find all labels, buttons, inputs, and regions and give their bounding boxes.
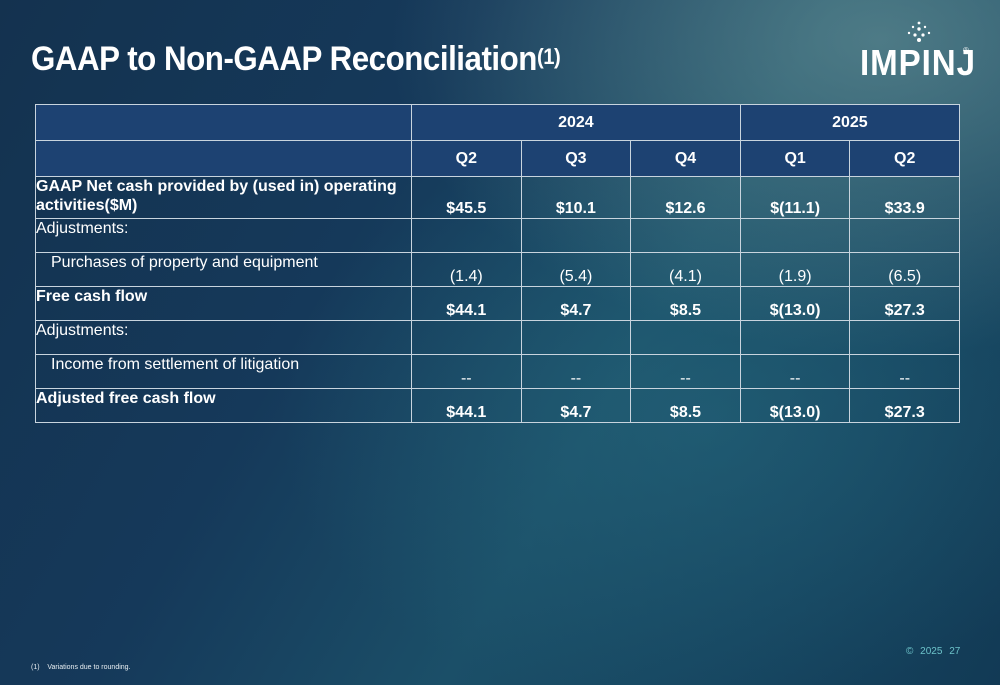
quarter-header: Q3: [520, 140, 632, 177]
row-value: [849, 218, 960, 253]
row-value: [630, 320, 741, 355]
row-label: Adjustments:: [35, 218, 412, 253]
header-empty-cell: [35, 104, 412, 141]
table-row: Adjusted free cash flow $44.1 $4.7 $8.5 …: [35, 388, 960, 423]
row-value: [411, 218, 522, 253]
page-number: 27: [949, 646, 961, 657]
row-value: [739, 218, 851, 253]
table-row: GAAP Net cash provided by (used in) oper…: [35, 176, 960, 219]
page-footer: © 2025 27: [906, 646, 964, 657]
row-value: $4.7: [520, 286, 632, 321]
row-value: $4.7: [520, 388, 632, 423]
row-value: (1.9): [739, 252, 851, 287]
row-value: [630, 218, 741, 253]
row-value: [739, 320, 851, 355]
row-label: Purchases of property and equipment: [35, 252, 412, 287]
row-value: $12.6: [630, 176, 741, 219]
row-label: Adjusted free cash flow: [35, 388, 412, 423]
row-value: --: [411, 354, 522, 389]
row-value: $(13.0): [739, 388, 851, 423]
row-value: --: [739, 354, 851, 389]
header-empty-cell: [35, 140, 412, 177]
row-value: $27.3: [849, 286, 960, 321]
year-header-row: 2024 2025: [35, 104, 961, 141]
row-value: $8.5: [630, 286, 741, 321]
slide-title-text: GAAP to Non-GAAP Reconciliation: [31, 40, 537, 78]
row-label: GAAP Net cash provided by (used in) oper…: [35, 176, 412, 219]
year-header-2025: 2025: [739, 104, 961, 141]
row-value: $44.1: [411, 388, 522, 423]
title-footnote-marker: (1): [536, 44, 561, 69]
table-row: Free cash flow $44.1 $4.7 $8.5 $(13.0) $…: [35, 286, 960, 321]
row-value: [411, 320, 522, 355]
row-value: $8.5: [630, 388, 741, 423]
quarter-header-row: Q2 Q3 Q4 Q1 Q2: [35, 140, 960, 177]
row-value: (6.5): [849, 252, 960, 287]
row-label: Income from settlement of litigation: [35, 354, 412, 389]
footnote: (1) Variations due to rounding.: [31, 664, 131, 671]
row-value: [520, 218, 632, 253]
impinj-dots-icon: [907, 21, 931, 42]
logo-wordmark: IMPINJ: [860, 42, 976, 83]
impinj-logo: IMPINJ ®: [860, 20, 975, 83]
quarter-header: Q2: [849, 140, 960, 177]
quarter-header: Q1: [739, 140, 851, 177]
quarter-header: Q4: [630, 140, 741, 177]
copyright-symbol: ©: [906, 646, 914, 657]
row-value: [849, 320, 960, 355]
copyright-year: 2025: [920, 646, 943, 657]
row-label: Free cash flow: [35, 286, 412, 321]
table-row: Income from settlement of litigation -- …: [35, 354, 960, 389]
row-value: --: [849, 354, 960, 389]
row-value: $44.1: [411, 286, 522, 321]
table-row: Purchases of property and equipment (1.4…: [35, 252, 960, 287]
row-value: (5.4): [520, 252, 632, 287]
row-value: $45.5: [411, 176, 522, 219]
table-row: Adjustments:: [35, 218, 960, 253]
row-value: --: [630, 354, 741, 389]
row-value: (4.1): [630, 252, 741, 287]
row-value: $(13.0): [739, 286, 851, 321]
row-value: --: [520, 354, 632, 389]
row-value: $27.3: [849, 388, 960, 423]
year-header-2024: 2024: [411, 104, 741, 141]
table-row: Adjustments:: [35, 320, 960, 355]
footnote-marker: (1): [31, 664, 40, 671]
row-label: Adjustments:: [35, 320, 412, 355]
footnote-text: Variations due to rounding.: [47, 664, 131, 671]
slide-title: GAAP to Non-GAAP Reconciliation(1): [31, 40, 561, 79]
quarter-header: Q2: [411, 140, 522, 177]
row-value: $(11.1): [739, 176, 851, 219]
reconciliation-table: 2024 2025 Q2 Q3 Q4 Q1 Q2 GAAP Net cash p…: [35, 104, 961, 423]
row-value: [520, 320, 632, 355]
row-value: $33.9: [849, 176, 960, 219]
row-value: $10.1: [520, 176, 632, 219]
registered-mark: ®: [963, 46, 969, 55]
row-value: (1.4): [411, 252, 522, 287]
